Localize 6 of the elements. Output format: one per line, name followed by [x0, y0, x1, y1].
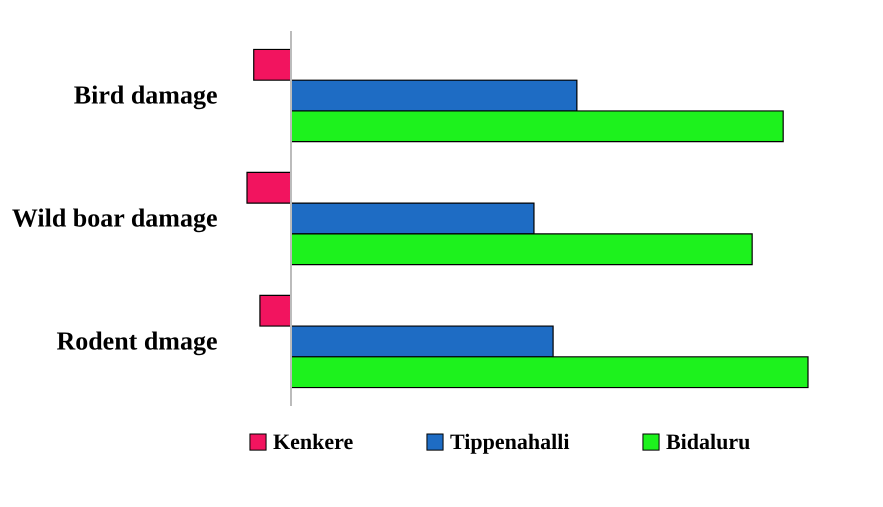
legend-label: Tippenahalli: [450, 429, 570, 454]
y-tick-label: Bird damage: [74, 80, 218, 110]
y-tick-label: Rodent dmage: [56, 326, 218, 356]
y-tick-label: Wild boar damage: [12, 204, 218, 232]
legend-label: Kenkere: [273, 429, 354, 454]
legend-label: Bidaluru: [666, 429, 750, 454]
